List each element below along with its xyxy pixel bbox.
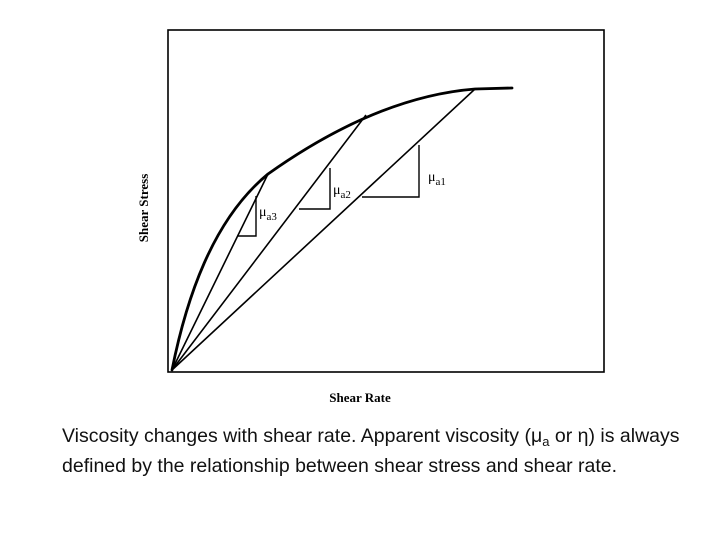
slope-triangle-a2 bbox=[299, 168, 331, 210]
plot-frame bbox=[167, 29, 605, 373]
slope-triangle-a3 bbox=[237, 196, 257, 237]
x-axis-label: Shear Rate bbox=[329, 390, 391, 405]
flow-curve bbox=[170, 86, 514, 372]
slope-label-a2: μa2 bbox=[333, 183, 351, 201]
secant-line-a2 bbox=[171, 114, 367, 371]
slope-label-a3-symbol: μ bbox=[259, 205, 267, 220]
caption-text-2: or bbox=[549, 425, 578, 447]
shear-viscosity-diagram: μa1 μa2 μa3 Shear Rate Shear Stress bbox=[136, 29, 605, 405]
caption-text-3: ) is always defined by the relationship … bbox=[62, 425, 680, 477]
slope-label-a3: μa3 bbox=[259, 205, 277, 223]
slope-label-a2-sub: a2 bbox=[341, 189, 351, 201]
slope-label-a1-sub: a1 bbox=[436, 176, 446, 188]
secant-line-a1 bbox=[171, 88, 476, 371]
slope-label-a1-symbol: μ bbox=[428, 170, 436, 185]
y-axis-label: Shear Stress bbox=[136, 174, 151, 243]
caption-mu-symbol: μ bbox=[530, 425, 543, 447]
caption: Viscosity changes with shear rate. Appar… bbox=[62, 424, 692, 479]
slope-label-a2-symbol: μ bbox=[333, 183, 341, 198]
slope-label-a1: μa1 bbox=[428, 170, 446, 188]
slope-label-a3-sub: a3 bbox=[267, 211, 278, 223]
caption-eta-symbol: η bbox=[577, 425, 589, 447]
secant-line-a3 bbox=[171, 173, 269, 371]
slope-triangle-a1 bbox=[362, 145, 420, 198]
caption-text-1: Viscosity changes with shear rate. Appar… bbox=[62, 425, 531, 447]
caption-mu-subscript: a bbox=[542, 434, 550, 449]
